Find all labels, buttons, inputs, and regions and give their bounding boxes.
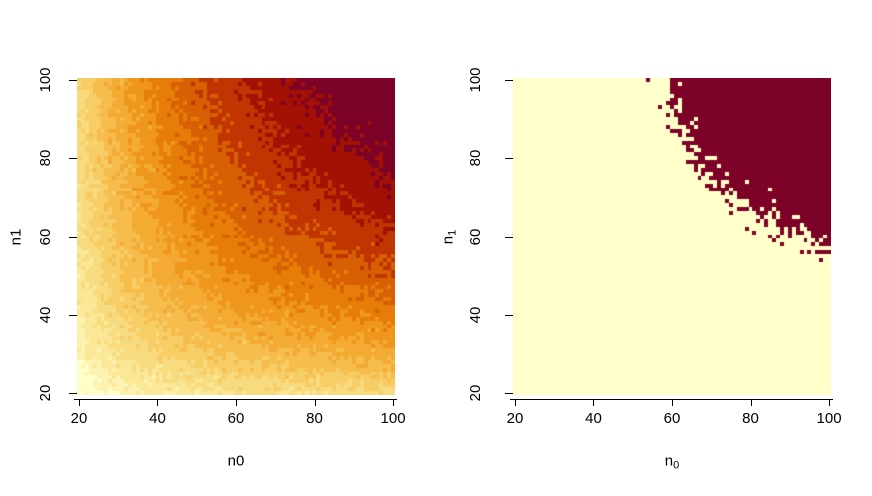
x-axis-tick-label: 100: [380, 410, 406, 427]
x-axis-tick: [315, 400, 316, 406]
y-axis-tick-label: 100: [467, 67, 484, 93]
x-axis-tick-label: 40: [585, 410, 602, 427]
x-axis-tick-label: 20: [70, 410, 88, 427]
y-axis-title-base: n1: [7, 228, 25, 245]
x-axis-title-base: n0: [227, 452, 245, 470]
y-axis-tick-label: 20: [37, 384, 54, 402]
y-axis-tick-label: 40: [37, 306, 54, 324]
x-axis-tick-label: 20: [506, 410, 524, 427]
right-heatmap-canvas: [513, 78, 831, 395]
y-axis-tick: [69, 315, 77, 316]
y-axis-tick: [505, 237, 513, 238]
x-axis-title-subscript: 0: [673, 459, 680, 472]
left-heatmap-canvas: [77, 78, 395, 395]
y-axis-title-base: n: [439, 235, 457, 244]
x-axis-line: [74, 399, 397, 400]
x-axis-line: [510, 399, 833, 400]
x-axis-title: n0: [664, 452, 680, 472]
y-axis-tick: [505, 393, 513, 394]
x-axis-tick: [79, 400, 80, 406]
x-axis-title-base: n: [664, 452, 674, 470]
y-axis-tick-label: 100: [37, 67, 54, 93]
x-axis-tick-label: 80: [742, 410, 759, 427]
y-axis-tick-label: 40: [467, 306, 484, 324]
y-axis-tick-label: 60: [37, 228, 54, 245]
x-axis-tick-label: 40: [149, 410, 166, 427]
y-axis-tick: [505, 80, 513, 81]
x-axis-tick: [829, 400, 830, 406]
y-axis-title: n1: [7, 228, 26, 245]
x-axis-tick: [393, 400, 394, 406]
x-axis-title: n0: [227, 452, 245, 471]
y-axis-title-subscript: 1: [446, 229, 459, 236]
x-axis-tick: [672, 400, 673, 406]
y-axis-tick-label: 80: [467, 149, 484, 167]
y-axis-tick-label: 60: [467, 228, 484, 245]
x-axis-tick: [236, 400, 237, 406]
x-axis-tick: [593, 400, 594, 406]
x-axis-tick: [751, 400, 752, 406]
x-axis-tick-label: 60: [227, 410, 245, 427]
y-axis-title: n1: [439, 229, 459, 244]
y-axis-tick: [69, 158, 77, 159]
x-axis-tick-label: 60: [663, 410, 681, 427]
y-axis-tick: [69, 393, 77, 394]
x-axis-tick: [515, 400, 516, 406]
y-axis-tick: [69, 80, 77, 81]
y-axis-tick: [505, 158, 513, 159]
y-axis-tick: [505, 315, 513, 316]
y-axis-tick: [69, 237, 77, 238]
x-axis-tick-label: 80: [306, 410, 323, 427]
y-axis-tick-label: 20: [467, 384, 484, 402]
x-axis-tick-label: 100: [816, 410, 842, 427]
x-axis-tick: [157, 400, 158, 406]
y-axis-tick-label: 80: [37, 149, 54, 167]
